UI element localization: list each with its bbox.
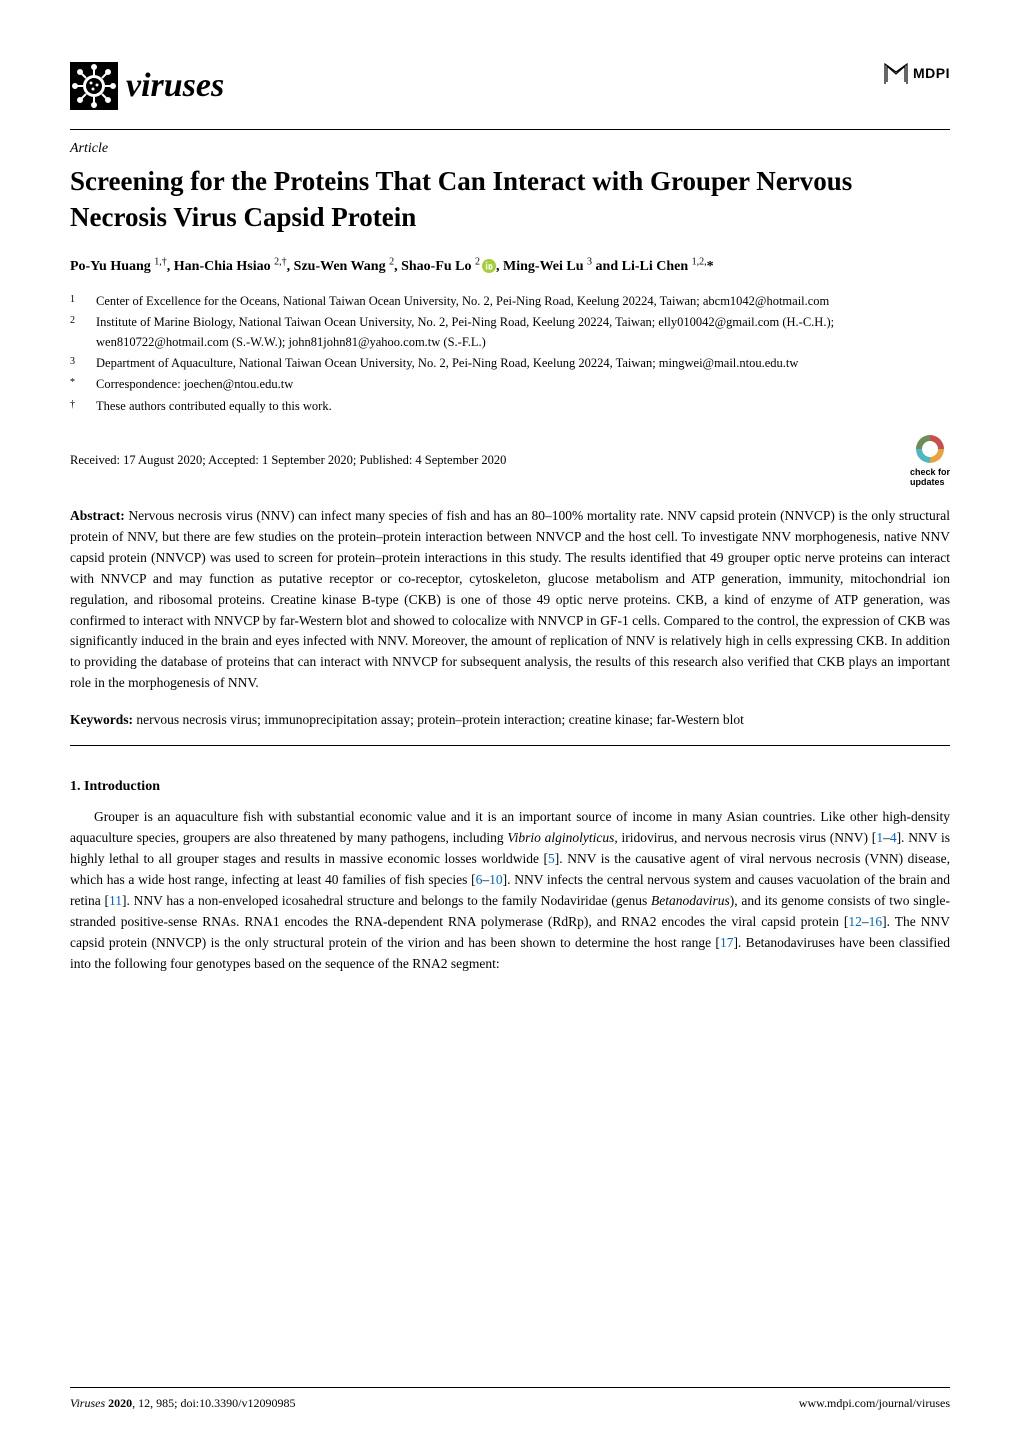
article-title: Screening for the Proteins That Can Inte… bbox=[70, 163, 950, 236]
footer-right: www.mdpi.com/journal/viruses bbox=[799, 1394, 950, 1412]
affiliation-num: † bbox=[70, 397, 82, 416]
ref-link[interactable]: 11 bbox=[109, 893, 122, 908]
keywords-label: Keywords: bbox=[70, 712, 133, 727]
check-updates-text: check for updates bbox=[910, 468, 950, 488]
affiliations: 1 Center of Excellence for the Oceans, Na… bbox=[70, 292, 950, 416]
ref-link[interactable]: 12 bbox=[848, 914, 862, 929]
affiliation-text: Center of Excellence for the Oceans, Nat… bbox=[96, 292, 829, 311]
ref-link[interactable]: 4 bbox=[890, 830, 897, 845]
footer-left: Viruses 2020, 12, 985; doi:10.3390/v1209… bbox=[70, 1394, 295, 1412]
journal-logo: viruses bbox=[70, 60, 224, 111]
affiliation-row: * Correspondence: joechen@ntou.edu.tw bbox=[70, 375, 950, 394]
keywords-text: nervous necrosis virus; immunoprecipitat… bbox=[133, 712, 744, 727]
abstract: Abstract: Nervous necrosis virus (NNV) c… bbox=[70, 506, 950, 694]
page-header: viruses MDPI bbox=[70, 60, 950, 111]
journal-name: viruses bbox=[126, 60, 224, 111]
publication-dates: Received: 17 August 2020; Accepted: 1 Se… bbox=[70, 451, 506, 470]
ref-link[interactable]: 10 bbox=[489, 872, 503, 887]
check-updates-icon bbox=[913, 432, 947, 466]
ref-link[interactable]: 5 bbox=[548, 851, 555, 866]
ref-link[interactable]: 16 bbox=[869, 914, 883, 929]
orcid-icon bbox=[482, 259, 496, 273]
genus-name: Betanodavirus bbox=[651, 893, 730, 908]
affiliation-text: Institute of Marine Biology, National Ta… bbox=[96, 313, 950, 352]
page-footer: Viruses 2020, 12, 985; doi:10.3390/v1209… bbox=[70, 1387, 950, 1412]
authors-part2: , Ming-Wei Lu 3 and Li-Li Chen 1,2,* bbox=[496, 259, 714, 274]
affiliation-row: † These authors contributed equally to th… bbox=[70, 397, 950, 416]
mdpi-icon bbox=[883, 60, 909, 86]
affiliation-text: Department of Aquaculture, National Taiw… bbox=[96, 354, 798, 373]
check-updates-badge[interactable]: check for updates bbox=[910, 432, 950, 488]
section-divider bbox=[70, 745, 950, 746]
affiliation-text: These authors contributed equally to thi… bbox=[96, 397, 332, 416]
publisher-logo: MDPI bbox=[883, 60, 950, 86]
authors-part1: Po-Yu Huang 1,†, Han-Chia Hsiao 2,†, Szu… bbox=[70, 259, 480, 274]
header-divider bbox=[70, 129, 950, 130]
affiliation-row: 1 Center of Excellence for the Oceans, Na… bbox=[70, 292, 950, 311]
intro-paragraph: Grouper is an aquaculture fish with subs… bbox=[70, 807, 950, 974]
affiliation-num: 3 bbox=[70, 354, 82, 373]
publisher-name: MDPI bbox=[913, 63, 950, 84]
section-heading: 1. Introduction bbox=[70, 776, 950, 797]
affiliation-row: 2 Institute of Marine Biology, National T… bbox=[70, 313, 950, 352]
species-name: Vibrio alginolyticus bbox=[507, 830, 614, 845]
affiliation-text: Correspondence: joechen@ntou.edu.tw bbox=[96, 375, 293, 394]
article-type: Article bbox=[70, 138, 950, 159]
authors-list: Po-Yu Huang 1,†, Han-Chia Hsiao 2,†, Szu… bbox=[70, 254, 950, 278]
affiliation-num: 2 bbox=[70, 313, 82, 352]
abstract-text: Nervous necrosis virus (NNV) can infect … bbox=[70, 508, 950, 690]
dates-row: Received: 17 August 2020; Accepted: 1 Se… bbox=[70, 432, 950, 488]
abstract-label: Abstract: bbox=[70, 508, 125, 523]
affiliation-num: * bbox=[70, 375, 82, 394]
affiliation-row: 3 Department of Aquaculture, National Tai… bbox=[70, 354, 950, 373]
affiliation-num: 1 bbox=[70, 292, 82, 311]
keywords: Keywords: nervous necrosis virus; immuno… bbox=[70, 710, 950, 731]
ref-link[interactable]: 17 bbox=[720, 935, 734, 950]
virus-icon bbox=[70, 62, 118, 110]
